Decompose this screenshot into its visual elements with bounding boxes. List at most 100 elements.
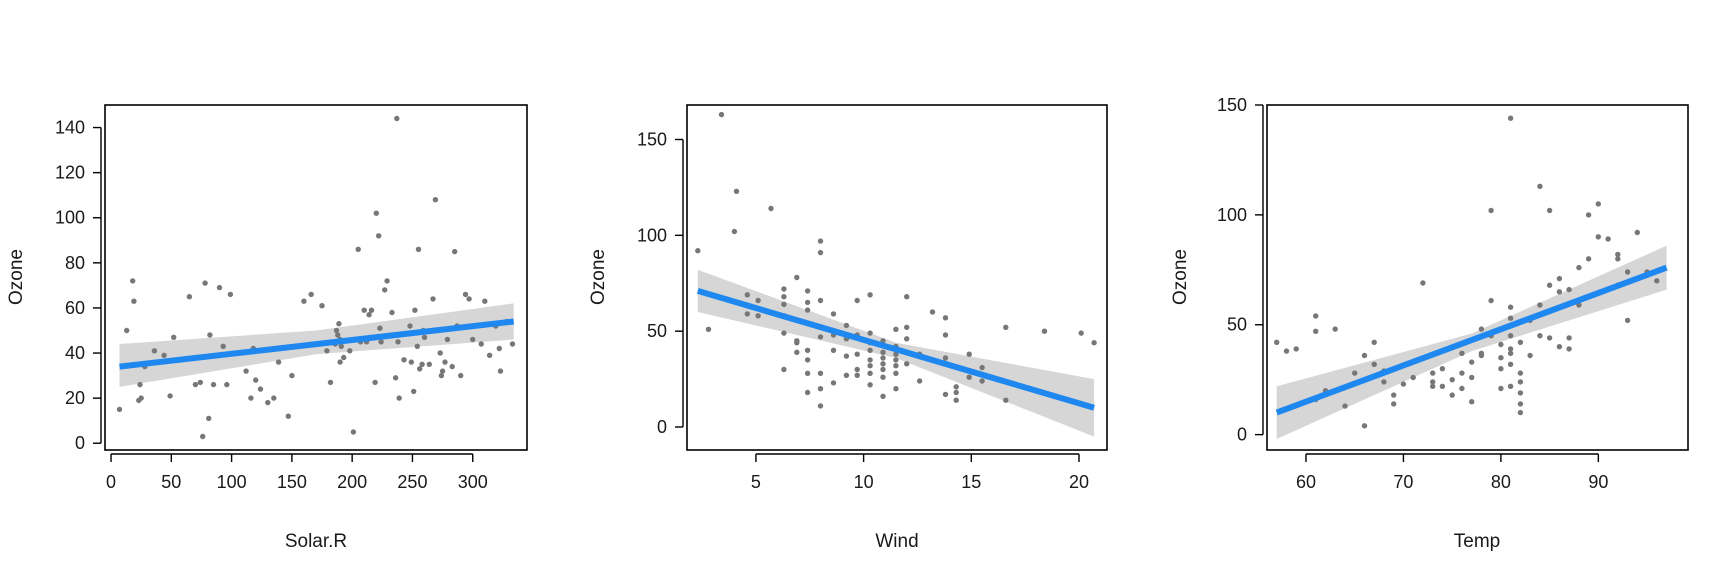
data-point — [867, 330, 873, 336]
y-tick-label: 40 — [65, 343, 85, 363]
data-point — [438, 372, 445, 379]
data-point — [904, 294, 910, 300]
data-point — [426, 361, 432, 367]
data-point — [867, 382, 873, 388]
data-point — [373, 210, 379, 216]
y-tick-label: 150 — [1217, 95, 1247, 115]
data-point — [497, 368, 504, 374]
y-tick-label: 150 — [637, 130, 667, 150]
data-point — [1430, 370, 1436, 376]
data-point — [830, 311, 837, 317]
data-point — [124, 327, 130, 334]
data-point — [1488, 207, 1494, 214]
data-point — [1400, 381, 1407, 387]
data-point — [377, 325, 383, 331]
data-point — [755, 313, 761, 319]
data-point — [1517, 401, 1524, 407]
data-point — [319, 303, 325, 309]
data-point — [355, 246, 361, 252]
data-point — [192, 381, 199, 388]
data-point — [966, 351, 972, 357]
data-point — [336, 321, 342, 327]
data-point — [419, 361, 425, 367]
x-axis: 60 70 80 90 — [1296, 453, 1608, 492]
x-tick-label: 70 — [1393, 472, 1413, 492]
data-point — [137, 381, 143, 388]
data-point — [953, 384, 959, 390]
data-point — [227, 291, 234, 298]
data-point — [271, 395, 277, 401]
data-point — [350, 429, 357, 435]
data-point — [979, 378, 985, 384]
y-tick-label: 140 — [55, 118, 85, 138]
data-point — [1003, 397, 1009, 403]
data-point — [1498, 366, 1504, 372]
data-point — [1381, 379, 1387, 385]
x-tick-label: 250 — [397, 472, 427, 492]
data-point — [415, 246, 422, 252]
data-point — [1430, 379, 1436, 385]
data-point — [1585, 212, 1592, 218]
data-point — [893, 386, 899, 392]
x-tick-label: 20 — [1069, 472, 1089, 492]
data-point — [1313, 328, 1319, 334]
data-point — [942, 391, 949, 398]
data-point — [1537, 302, 1543, 308]
data-point — [744, 311, 750, 317]
data-point — [1537, 333, 1543, 339]
data-point — [439, 368, 446, 374]
data-point — [1507, 304, 1514, 310]
x-axis: 5 10 15 20 — [751, 453, 1089, 492]
data-point — [1527, 352, 1533, 359]
data-point — [1091, 340, 1097, 346]
x-axis-label-temp: Temp — [1454, 531, 1500, 552]
y-tick-label: 50 — [1227, 315, 1247, 335]
data-point — [337, 359, 343, 365]
data-point — [470, 336, 476, 343]
data-point — [768, 205, 774, 212]
x-axis-label-solar-r: Solar.R — [285, 531, 347, 552]
y-tick-label: 50 — [647, 321, 667, 341]
data-point — [731, 228, 738, 235]
data-point — [953, 389, 959, 396]
x-tick-label: 5 — [751, 472, 761, 492]
y-axis-label-solar-r: Ozone — [6, 249, 27, 305]
data-point — [361, 307, 367, 313]
data-point — [942, 355, 949, 361]
plot-frame — [686, 104, 1108, 451]
data-point — [904, 361, 910, 367]
data-point — [1556, 275, 1563, 282]
data-point — [171, 334, 177, 340]
x-tick-label: 80 — [1491, 472, 1511, 492]
x-tick-label: 60 — [1296, 472, 1316, 492]
data-point — [161, 352, 167, 358]
data-point — [1420, 280, 1426, 286]
trend-line — [696, 288, 1095, 411]
data-point — [389, 309, 395, 316]
data-point — [347, 348, 353, 354]
data-point — [942, 315, 949, 321]
data-point — [151, 348, 158, 354]
data-point — [275, 359, 282, 365]
data-point — [496, 345, 502, 352]
data-point — [430, 296, 436, 302]
data-point — [880, 361, 886, 367]
data-point — [200, 433, 206, 440]
data-point — [1283, 348, 1290, 354]
data-point — [966, 374, 972, 380]
data-point — [781, 366, 787, 373]
data-point — [248, 395, 254, 401]
y-tick-label: 60 — [65, 298, 85, 318]
data-point — [444, 336, 451, 343]
data-point — [408, 359, 414, 365]
data-point — [804, 299, 811, 306]
data-point — [817, 386, 824, 392]
data-point — [817, 297, 824, 304]
data-point — [138, 395, 144, 401]
data-point — [1371, 361, 1377, 367]
data-point — [1274, 339, 1280, 345]
data-point — [482, 298, 488, 304]
data-point — [285, 413, 291, 419]
data-point — [462, 291, 469, 298]
